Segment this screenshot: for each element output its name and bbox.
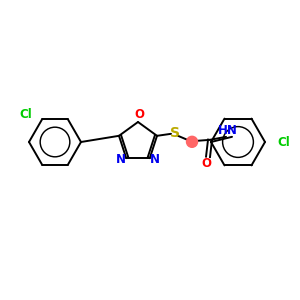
Circle shape <box>187 136 197 147</box>
Text: HN: HN <box>218 124 238 137</box>
Text: N: N <box>150 153 160 166</box>
Text: N: N <box>116 153 126 166</box>
Text: S: S <box>170 126 180 140</box>
Text: O: O <box>201 157 211 170</box>
Text: Cl: Cl <box>277 136 290 148</box>
Text: O: O <box>134 109 144 122</box>
Text: Cl: Cl <box>19 108 32 121</box>
